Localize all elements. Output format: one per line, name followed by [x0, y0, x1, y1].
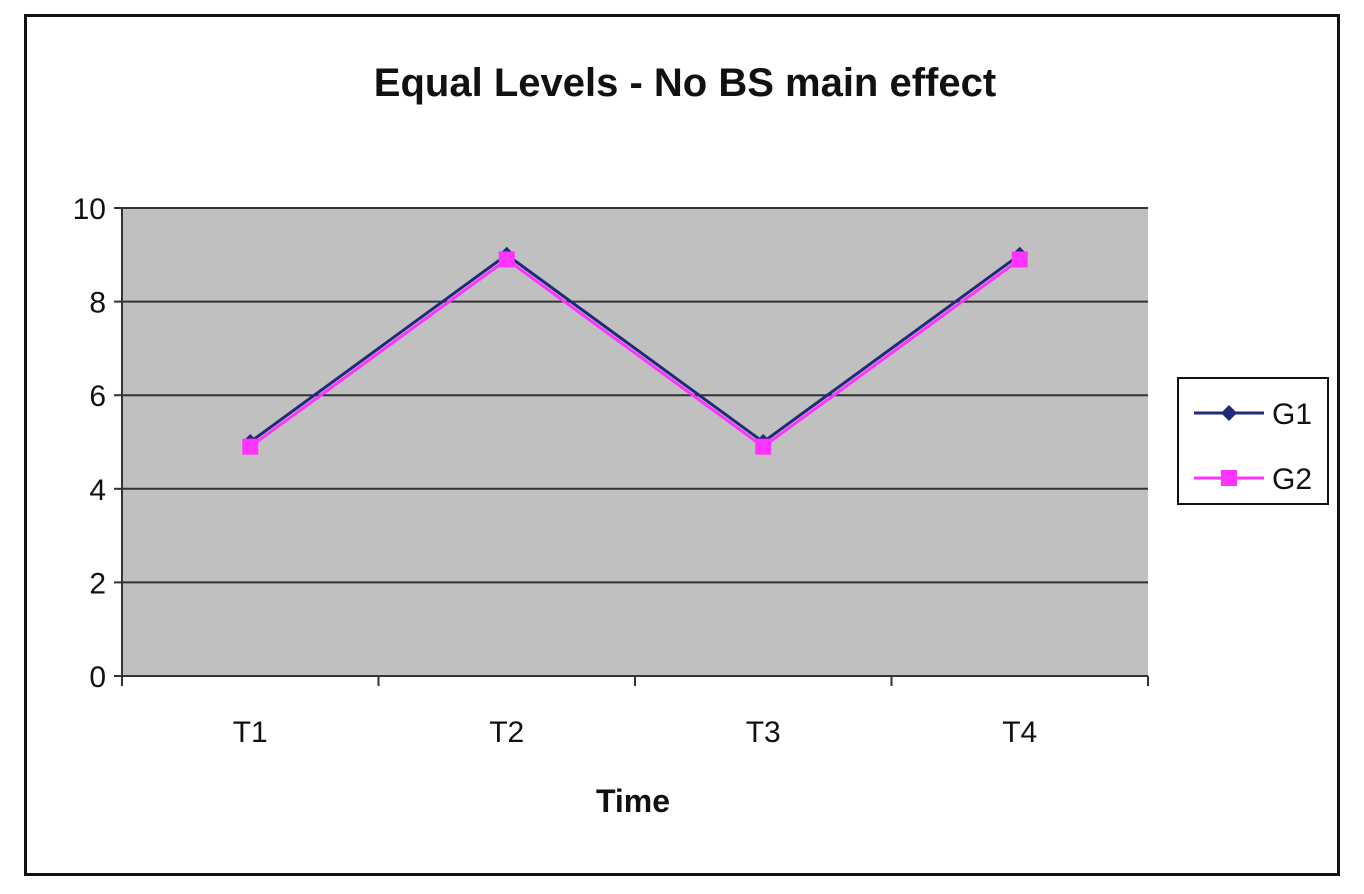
grid-lines: [122, 207, 1148, 584]
legend-marker-G2: [1221, 470, 1237, 486]
x-tick-label: T3: [746, 716, 781, 749]
series-layer: [242, 246, 1028, 455]
y-tick-label: 0: [89, 661, 106, 694]
x-axis-label: Time: [596, 783, 670, 819]
legend-items: G1 G2: [1194, 398, 1312, 496]
legend-label-G2: G2: [1272, 463, 1312, 496]
legend-box: [1177, 377, 1329, 505]
series-line-G2: [249, 257, 1021, 449]
chart-title: Equal Levels - No BS main effect: [374, 61, 996, 105]
y-tick-label: 6: [89, 380, 106, 413]
x-tick-label: T2: [489, 716, 524, 749]
data-point-G2-T1: [242, 438, 259, 455]
x-tick-label: T1: [233, 716, 268, 749]
legend: G1 G2: [1177, 377, 1329, 505]
series-G2: [242, 251, 1028, 455]
y-tick-label: 8: [89, 287, 106, 320]
legend-marker-G1: [1221, 405, 1237, 421]
series-line-G1: [249, 252, 1021, 444]
y-tick-label: 10: [73, 193, 106, 226]
data-point-G2-T4: [1011, 251, 1028, 268]
legend-label-G1: G1: [1272, 398, 1312, 431]
data-point-G2-T2: [498, 251, 515, 268]
y-tick-label: 4: [89, 474, 106, 507]
y-tick-label: 2: [89, 567, 106, 600]
axes: 0 2 4 6 8 10 T1 T2 T3 T4: [73, 193, 1149, 749]
x-tick-label: T4: [1002, 716, 1037, 749]
data-point-G2-T3: [755, 438, 772, 455]
